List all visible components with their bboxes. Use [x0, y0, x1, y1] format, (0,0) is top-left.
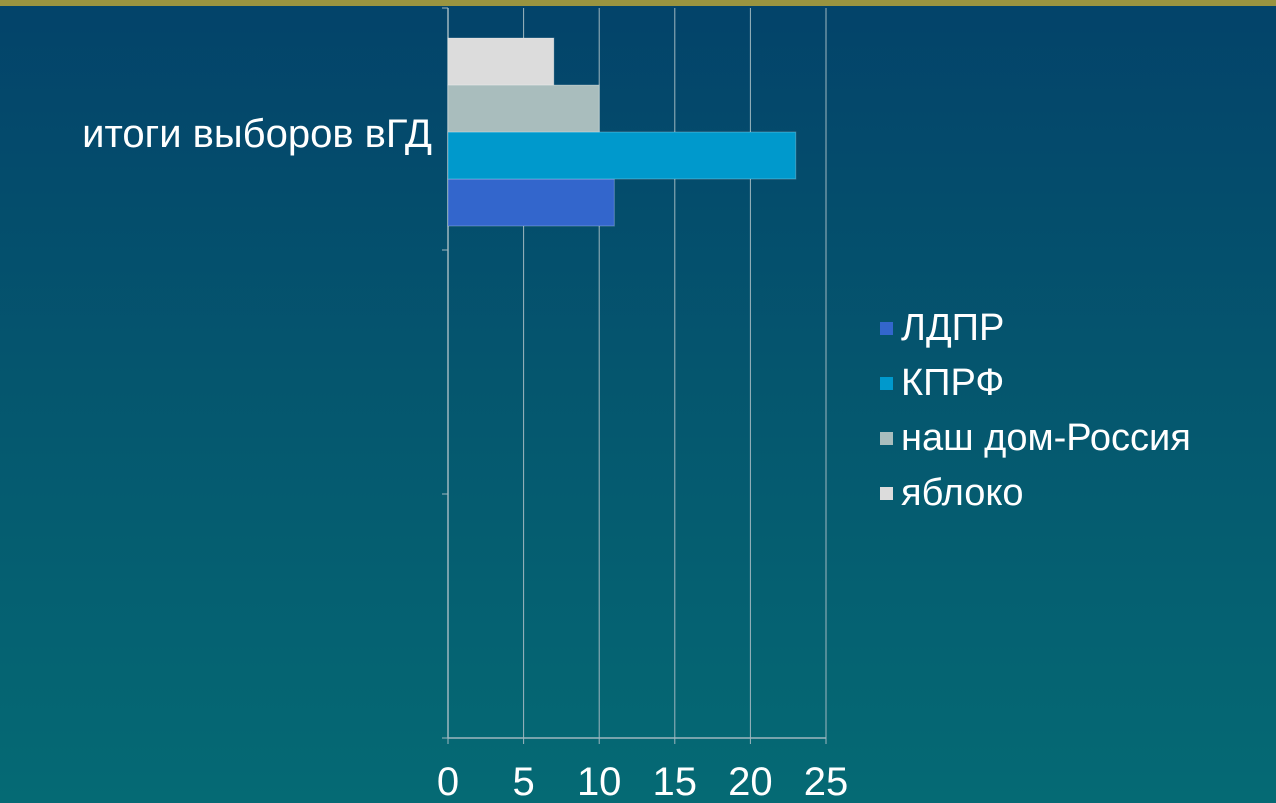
bar-3 [447, 84, 600, 133]
legend-swatch [880, 376, 893, 390]
x-tick-label: 15 [653, 760, 698, 803]
x-tick-label: 5 [512, 760, 534, 803]
bar-2 [447, 131, 797, 180]
legend-label: яблоко [901, 472, 1024, 514]
legend-label: ЛДПР [901, 307, 1005, 349]
bar-4 [447, 37, 555, 86]
x-tick-label: 20 [728, 760, 773, 803]
category-label: итоги выборов вГД [82, 112, 432, 156]
legend-item: КПРФ [880, 357, 1004, 409]
legend-item: наш дом-Россия [880, 412, 1191, 464]
legend-label: наш дом-Россия [901, 417, 1191, 459]
x-tick-label: 25 [804, 760, 849, 803]
top-divider-line [0, 0, 1276, 6]
legend-item: ЛДПР [880, 302, 1004, 354]
legend-swatch [880, 486, 893, 500]
x-tick-label: 0 [437, 760, 459, 803]
legend-label: КПРФ [901, 362, 1005, 404]
legend-item: яблоко [880, 467, 1024, 519]
x-tick-label: 10 [577, 760, 622, 803]
legend-swatch [880, 431, 893, 445]
legend-swatch [880, 321, 893, 335]
bar-1 [447, 178, 615, 227]
